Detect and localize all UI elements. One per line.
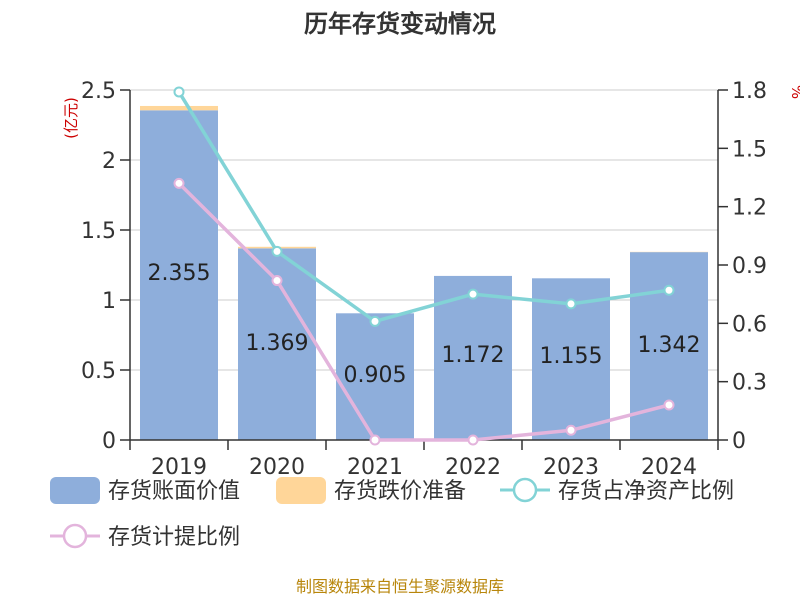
- gridlines: [130, 89, 718, 371]
- point-ratio-net-assets: [565, 298, 577, 310]
- source-note: 制图数据来自恒生聚源数据库: [296, 577, 504, 596]
- bar-labels: 2.355 1.369 0.905 1.172 1.155 1.342: [148, 261, 701, 388]
- bar-impairment: [140, 105, 218, 111]
- legend-label: 存货占净资产比例: [558, 479, 734, 504]
- legend-label: 存货跌价准备: [334, 479, 466, 504]
- legend-swatch: [276, 477, 326, 504]
- right-tick-label: 0.6: [732, 312, 767, 337]
- right-axis-unit: %: [788, 85, 800, 99]
- bar-book-value: [140, 110, 218, 441]
- x-tick-label: 2019: [151, 455, 207, 480]
- bar-book-value: [434, 275, 512, 440]
- right-tick-label: 0.9: [732, 254, 767, 279]
- point-provision-ratio: [663, 399, 675, 411]
- bar-value-label: 2.355: [148, 261, 211, 286]
- point-provision-ratio: [369, 434, 381, 446]
- x-tick-label: 2023: [543, 455, 599, 480]
- point-provision-ratio: [565, 424, 577, 436]
- point-ratio-net-assets: [663, 284, 675, 296]
- point-provision-ratio: [173, 177, 185, 189]
- left-tick-label: 1: [102, 289, 116, 314]
- bar-value-label: 1.369: [246, 331, 309, 356]
- right-tick-label: 1.2: [732, 196, 767, 221]
- right-tick-label: 1.5: [732, 137, 767, 162]
- bar-value-label: 0.905: [344, 363, 407, 388]
- point-provision-ratio: [271, 275, 283, 287]
- left-tick-label: 1.5: [81, 219, 116, 244]
- left-axis-unit: (亿元): [62, 97, 80, 139]
- bars: [140, 105, 708, 441]
- right-tick-label: 0.3: [732, 371, 767, 396]
- point-provision-ratio: [467, 434, 479, 446]
- left-tick-label: 2: [102, 149, 116, 174]
- legend-label: 存货账面价值: [108, 479, 240, 504]
- left-tick-label: 2.5: [81, 79, 116, 104]
- left-tick-label: 0: [102, 429, 116, 454]
- legend-swatch-marker: [62, 523, 88, 549]
- series-line-ratio-net-assets: [177, 91, 670, 324]
- legend-label: 存货计提比例: [108, 525, 240, 550]
- point-ratio-net-assets: [467, 288, 479, 300]
- chart-title: 历年存货变动情况: [304, 10, 496, 38]
- right-tick-label: 1.8: [732, 79, 767, 104]
- right-tick-label: 0: [732, 429, 746, 454]
- bar-value-label: 1.155: [540, 344, 603, 369]
- legend-swatch: [50, 477, 100, 504]
- point-ratio-net-assets: [271, 245, 283, 257]
- point-ratio-net-assets: [369, 315, 381, 327]
- x-tick-label: 2021: [347, 455, 403, 480]
- series-lines: [173, 86, 675, 446]
- left-tick-label: 0.5: [81, 359, 116, 384]
- legend-swatch-marker: [512, 477, 538, 503]
- point-ratio-net-assets: [173, 86, 185, 98]
- x-tick-label: 2022: [445, 455, 501, 480]
- bar-book-value: [336, 313, 414, 440]
- bar-value-label: 1.342: [638, 333, 701, 358]
- x-tick-label: 2024: [641, 455, 697, 480]
- bar-value-label: 1.172: [442, 343, 505, 368]
- x-tick-label: 2020: [249, 455, 305, 480]
- series-line-provision-ratio: [177, 182, 670, 442]
